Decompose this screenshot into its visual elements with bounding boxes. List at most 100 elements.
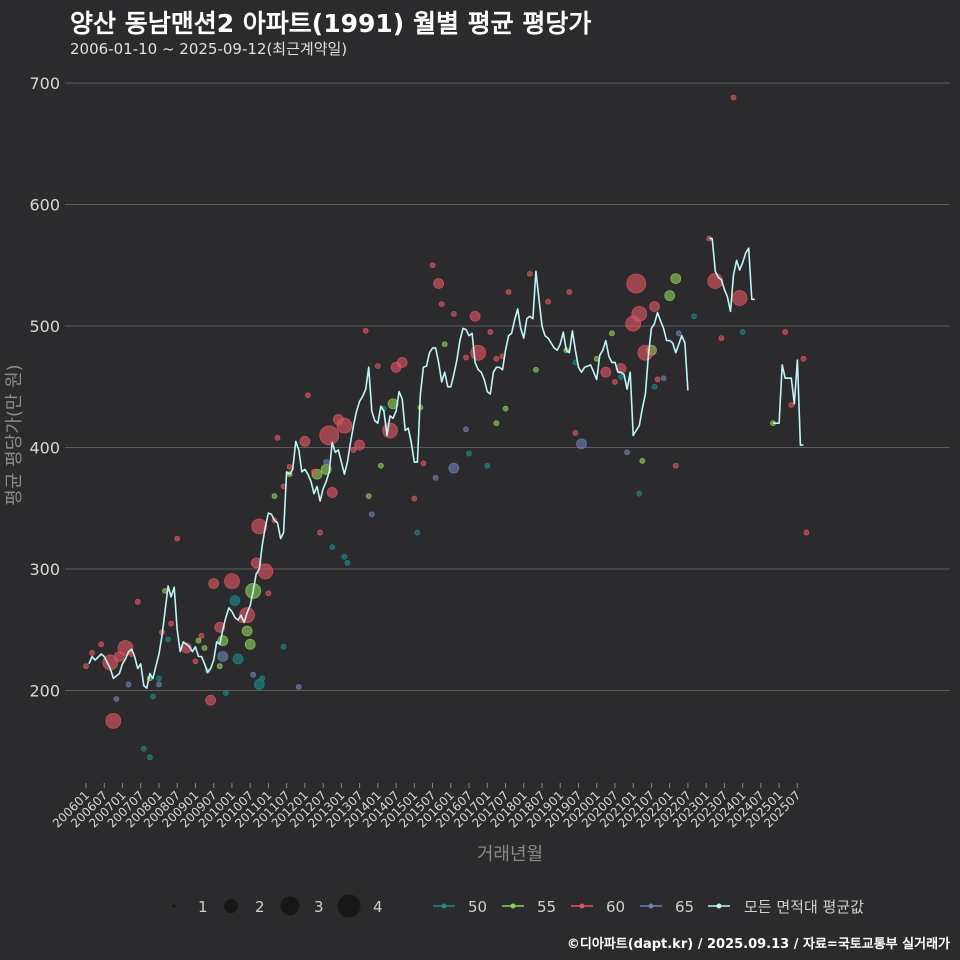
data-point-50	[146, 754, 153, 761]
data-point-50	[229, 595, 241, 606]
data-point-50	[156, 675, 162, 682]
legend-size-label: 3	[314, 898, 324, 916]
data-point-60	[731, 290, 748, 306]
data-point-60	[224, 573, 240, 590]
y-tick-label: 400	[29, 439, 60, 458]
data-point-50	[232, 653, 244, 665]
data-point-50	[222, 690, 229, 696]
legend-color-dot	[648, 903, 654, 909]
legend-color-dot	[441, 903, 447, 909]
line-layer	[88, 237, 804, 689]
data-point-65	[217, 651, 229, 662]
data-point-55	[201, 645, 208, 651]
chart-subtitle: 2006-01-10 ~ 2025-09-12(최근계약일)	[70, 40, 348, 58]
data-point-60	[374, 363, 381, 369]
data-point-55	[670, 273, 682, 285]
data-point-55	[639, 457, 646, 464]
data-point-60	[707, 273, 724, 289]
data-point-60	[83, 663, 89, 670]
x-axis-label: 거래년월	[477, 844, 543, 865]
data-point-50	[140, 745, 147, 752]
data-point-55	[244, 638, 256, 650]
legend-color-dot	[510, 903, 516, 909]
data-point-60	[637, 344, 654, 361]
y-tick-label: 700	[29, 74, 60, 93]
data-point-50	[739, 329, 746, 335]
legend-size-dot	[280, 896, 300, 916]
data-point-60	[350, 447, 357, 453]
data-point-60	[411, 495, 418, 502]
data-point-60	[336, 417, 353, 434]
data-point-65	[125, 681, 132, 688]
legend-size-label: 2	[255, 898, 265, 916]
data-point-60	[782, 329, 789, 335]
data-point-65	[295, 683, 302, 690]
data-point-55	[377, 462, 384, 469]
data-point-60	[469, 310, 481, 322]
data-point-60	[274, 434, 281, 441]
data-point-60	[319, 425, 340, 446]
data-point-60	[174, 535, 181, 542]
data-point-55	[502, 405, 509, 412]
data-point-65	[660, 375, 667, 382]
data-point-55	[533, 366, 539, 373]
data-point-60	[803, 529, 810, 536]
data-point-60	[134, 598, 141, 605]
legend-color-label: 60	[606, 898, 625, 916]
data-point-60	[433, 278, 445, 289]
data-point-60	[493, 355, 500, 362]
data-point-60	[566, 289, 573, 295]
data-point-60	[250, 557, 262, 569]
data-point-60	[788, 402, 795, 408]
data-point-60	[265, 590, 272, 597]
data-point-60	[192, 658, 199, 665]
y-axis-label: 평균 평당가(만 원)	[4, 364, 25, 505]
legend-color-label: 65	[675, 898, 694, 916]
data-point-55	[387, 398, 399, 410]
data-point-50	[280, 643, 287, 650]
data-point-60	[438, 301, 445, 308]
data-point-65	[624, 449, 631, 456]
data-point-55	[664, 290, 676, 302]
data-point-65	[113, 696, 120, 702]
data-point-60	[311, 468, 317, 475]
legend-size-label: 1	[198, 898, 208, 916]
data-point-50	[165, 636, 171, 643]
data-point-50	[344, 560, 351, 566]
data-point-60	[600, 366, 612, 378]
data-point-60	[654, 376, 661, 383]
average-line-segment	[88, 270, 689, 689]
data-point-60	[612, 378, 618, 385]
data-point-50	[259, 675, 266, 682]
data-point-50	[636, 490, 643, 497]
data-point-60	[198, 632, 205, 639]
data-point-60	[672, 462, 679, 469]
legend-color-dot	[579, 903, 585, 909]
data-point-65	[156, 681, 162, 688]
data-point-60	[487, 329, 494, 335]
data-point-65	[432, 474, 439, 481]
data-point-50	[149, 693, 156, 700]
legend-size-dot	[224, 899, 238, 913]
data-point-60	[505, 289, 512, 295]
data-point-60	[649, 301, 660, 312]
data-point-60	[730, 94, 737, 101]
y-tick-label: 300	[29, 560, 60, 579]
y-tick-label: 500	[29, 317, 60, 336]
data-point-60	[299, 436, 311, 447]
data-point-60	[420, 460, 427, 467]
data-point-60	[800, 355, 807, 362]
average-line-segment	[773, 359, 804, 446]
data-point-60	[396, 357, 408, 368]
data-point-60	[105, 712, 122, 729]
y-tick-label: 600	[29, 196, 60, 215]
data-point-60	[354, 439, 366, 451]
source-caption: ©디아파트(dapt.kr) / 2025.09.13 / 자료=국토교통부 실…	[566, 937, 950, 952]
data-point-60	[317, 529, 323, 536]
data-point-60	[463, 354, 469, 361]
legend-line-dot	[716, 903, 722, 909]
data-point-50	[466, 450, 472, 457]
average-line-segment	[709, 237, 755, 313]
data-point-55	[493, 420, 500, 427]
